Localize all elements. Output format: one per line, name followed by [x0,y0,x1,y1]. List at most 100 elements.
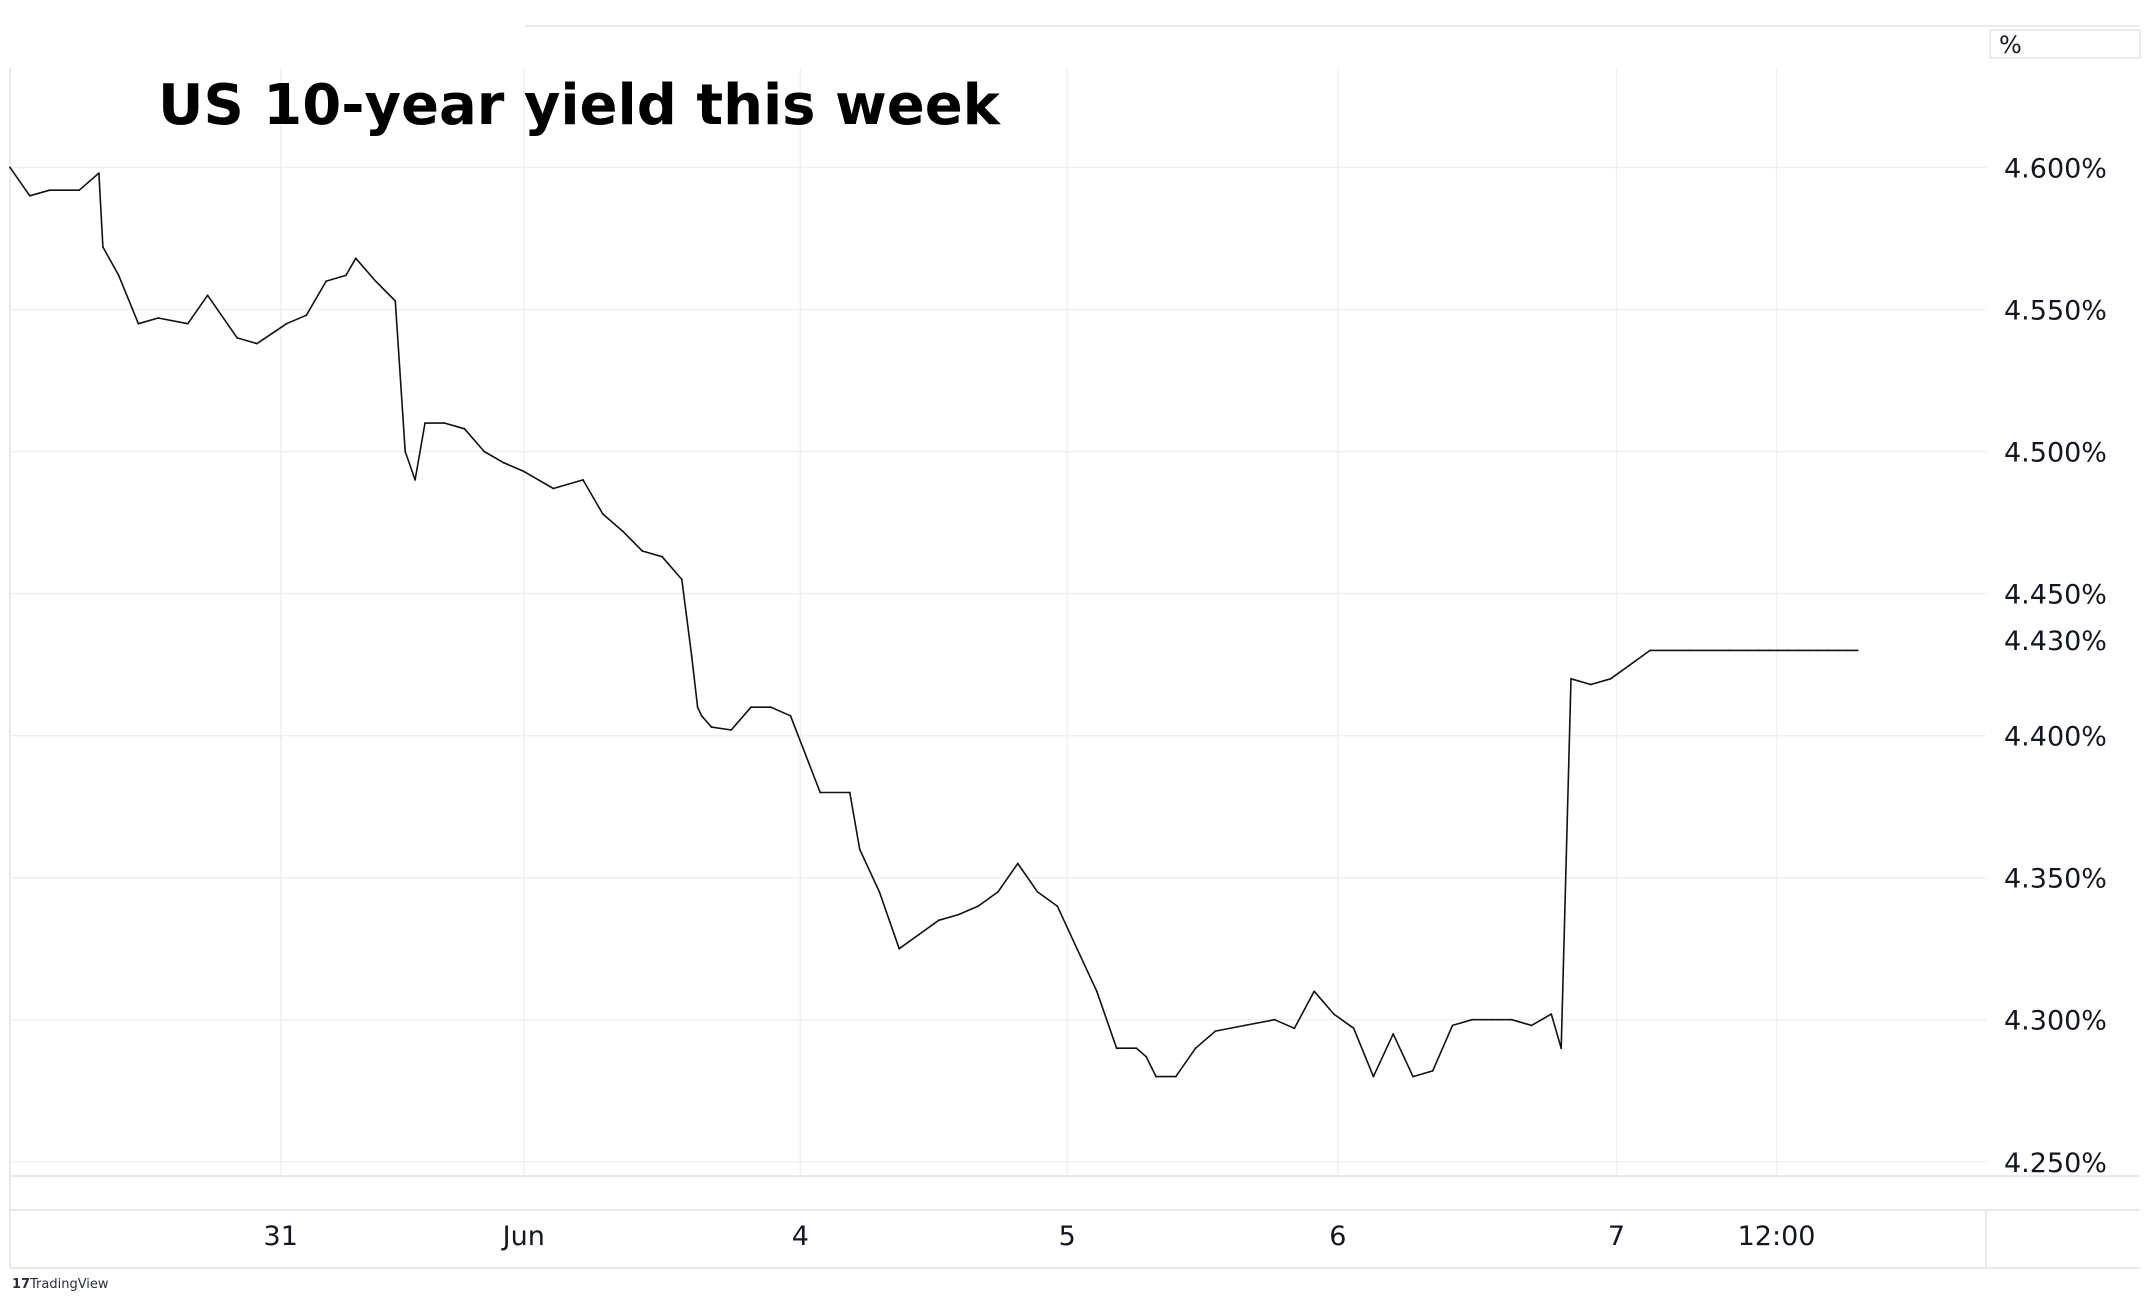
data-point [957,913,960,916]
brand-mark-icon: 17 [12,1277,30,1292]
x-axis: 31 Jun 4 5 6 7 12:00 [264,1221,1816,1252]
data-point [696,706,699,709]
data-point [1609,677,1612,680]
data-point [898,947,901,950]
data-point [1797,649,1800,652]
data-point [1194,1047,1197,1050]
data-point [256,342,258,345]
brand-logo: 17 TradingView [12,1277,109,1292]
data-point [552,487,555,490]
data-point [522,470,525,473]
data-point [325,280,328,282]
data-point [878,891,881,893]
data-point [1589,683,1592,686]
data-point [1352,1027,1355,1030]
data-point [621,530,624,532]
last-value-tag-background [1992,622,2140,658]
data-point [661,555,663,558]
data-point [582,479,584,481]
last-value-tag: 4.430% [1992,622,2140,658]
x-tick-label: 5 [1059,1221,1076,1252]
unit-box-frame [1989,29,2141,59]
data-point [1767,649,1770,652]
grid [10,68,1986,1176]
data-point [1777,649,1780,652]
unit-label: % [1999,31,2022,59]
data-point [1491,1018,1493,1021]
data-point [394,300,397,302]
data-point [1471,1018,1474,1021]
unit-box: % [1989,29,2141,59]
data-point [1807,649,1810,652]
data-point [483,450,486,453]
data-point [414,479,416,481]
y-tick-label: 4.600% [2004,153,2107,184]
data-point [1174,1075,1177,1078]
data-point [1748,649,1750,652]
y-tick-label: 4.250% [2004,1148,2107,1179]
data-point [354,257,357,260]
data-point [1757,649,1760,652]
y-tick-label: 4.400% [2004,722,2107,753]
data-point [710,726,713,728]
data-point [1273,1018,1276,1021]
y-axis: 4.600% 4.550% 4.500% 4.450% 4.400% 4.350% 4.30… [2004,153,2107,1178]
data-point [9,166,11,169]
data-point [1846,649,1849,652]
data-point [1856,649,1859,652]
data-point [117,274,120,277]
x-tick-label: 4 [792,1221,809,1252]
data-point [102,246,104,248]
data-point [305,314,308,317]
y-tick-label: 4.350% [2004,864,2107,895]
data-point [1135,1047,1138,1050]
data-point [404,450,407,453]
data-point [1293,1027,1296,1030]
chart-title: US 10-year yield this week [158,73,1002,138]
y-tick-label: 4.550% [2004,295,2107,326]
data-point [789,714,792,717]
data-point [700,714,703,717]
x-tick-label: 12:00 [1738,1221,1816,1252]
data-point [1333,1013,1335,1015]
data-point [1392,1033,1395,1035]
data-point [997,891,999,893]
data-point [1649,649,1651,652]
x-tick-label: 6 [1329,1221,1346,1252]
data-point [641,550,644,552]
x-tick-label: Jun [501,1221,545,1252]
data-point [690,655,693,657]
data-point [48,189,51,192]
data-point [1550,1013,1553,1015]
data-point [918,933,920,936]
data-point [848,791,851,794]
x-tick-label: 31 [264,1221,298,1252]
data-point [1787,649,1790,652]
data-point [374,280,377,282]
data-point [1244,1024,1246,1027]
data-point [1313,990,1316,993]
data-point [1412,1075,1414,1078]
data-point [1076,947,1078,950]
data-point [1827,649,1829,652]
data-point [345,274,347,277]
data-point [98,172,100,175]
data-point [1095,990,1098,993]
data-point [1836,649,1839,652]
brand-text: TradingView [29,1277,109,1292]
data-point [186,322,189,325]
data-point [819,791,822,794]
data-point [1372,1075,1375,1078]
data-point [680,578,683,581]
data-point [858,848,861,851]
data-point [1036,891,1039,893]
data-point [443,422,446,424]
data-point [463,427,466,430]
data-point [1510,1018,1513,1021]
y-tick-label: 4.300% [2004,1006,2107,1037]
data-point [750,706,752,709]
data-point [730,729,733,731]
data-point [977,905,980,907]
last-value-label: 4.430% [2004,626,2107,657]
